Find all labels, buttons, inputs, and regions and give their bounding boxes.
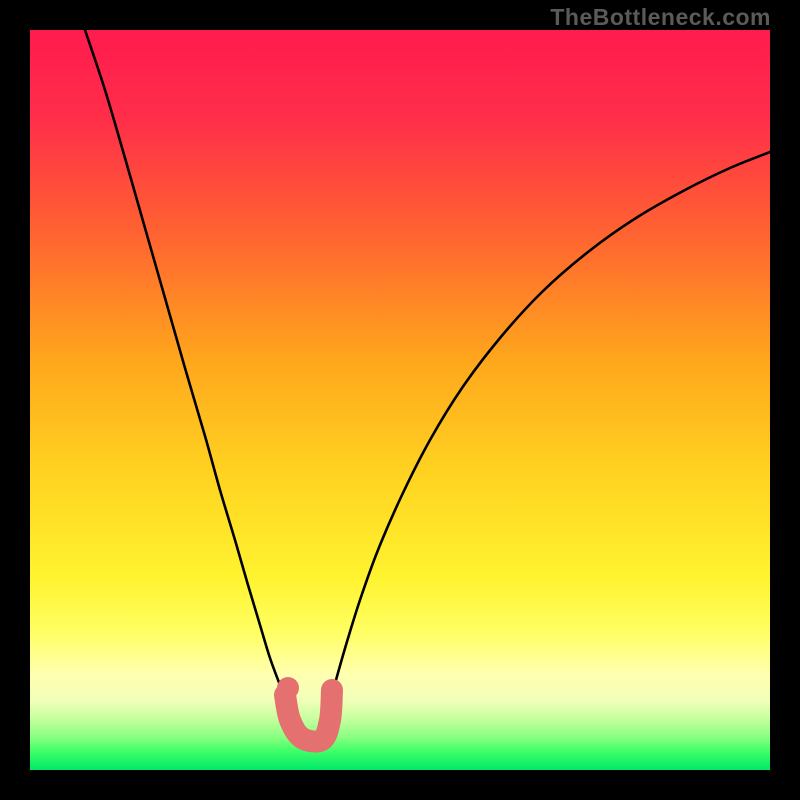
plot-area — [30, 30, 770, 770]
watermark-text: TheBottleneck.com — [550, 4, 771, 31]
minimum-marker-dot — [277, 677, 299, 699]
chart-svg — [30, 30, 770, 770]
gradient-background — [30, 30, 770, 770]
